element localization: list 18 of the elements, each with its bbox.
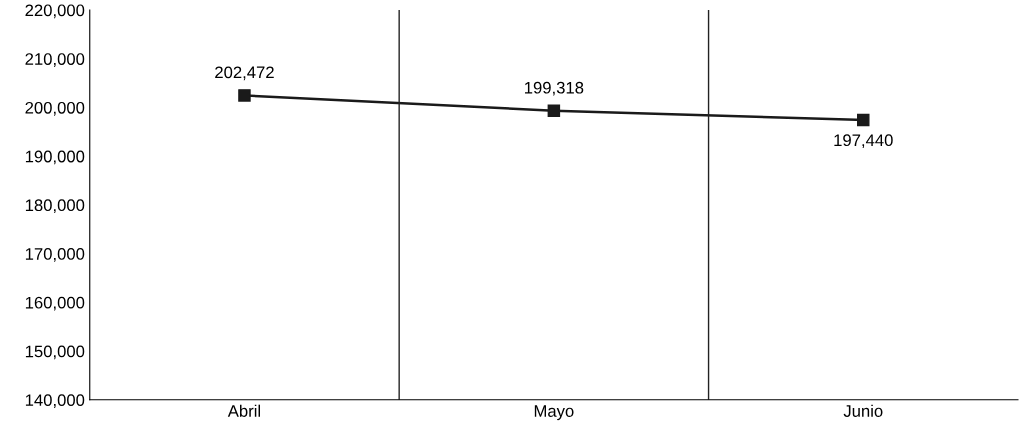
data-label: 202,472 (215, 66, 274, 81)
data-label: 197,440 (834, 134, 893, 149)
point (547, 104, 561, 118)
y-tick-label: 140,000 (25, 394, 85, 408)
data-label: 199,318 (525, 81, 584, 96)
x-tick-label: Abril (227, 404, 261, 417)
y-tick-label: 200,000 (25, 101, 85, 116)
y-tick-label: 180,000 (25, 199, 85, 214)
y-tick-label: 150,000 (25, 345, 85, 360)
x-tick-label: Mayo (534, 405, 574, 421)
point (857, 113, 870, 127)
point (238, 89, 251, 102)
x-tick-label: Junio (843, 404, 883, 417)
y-tick-label: 160,000 (25, 296, 85, 311)
y-tick-label: 220,000 (25, 4, 85, 19)
y-tick-label: 170,000 (25, 248, 85, 262)
y-tick-label: 210,000 (25, 53, 85, 67)
y-tick-label: 190,000 (25, 150, 85, 165)
